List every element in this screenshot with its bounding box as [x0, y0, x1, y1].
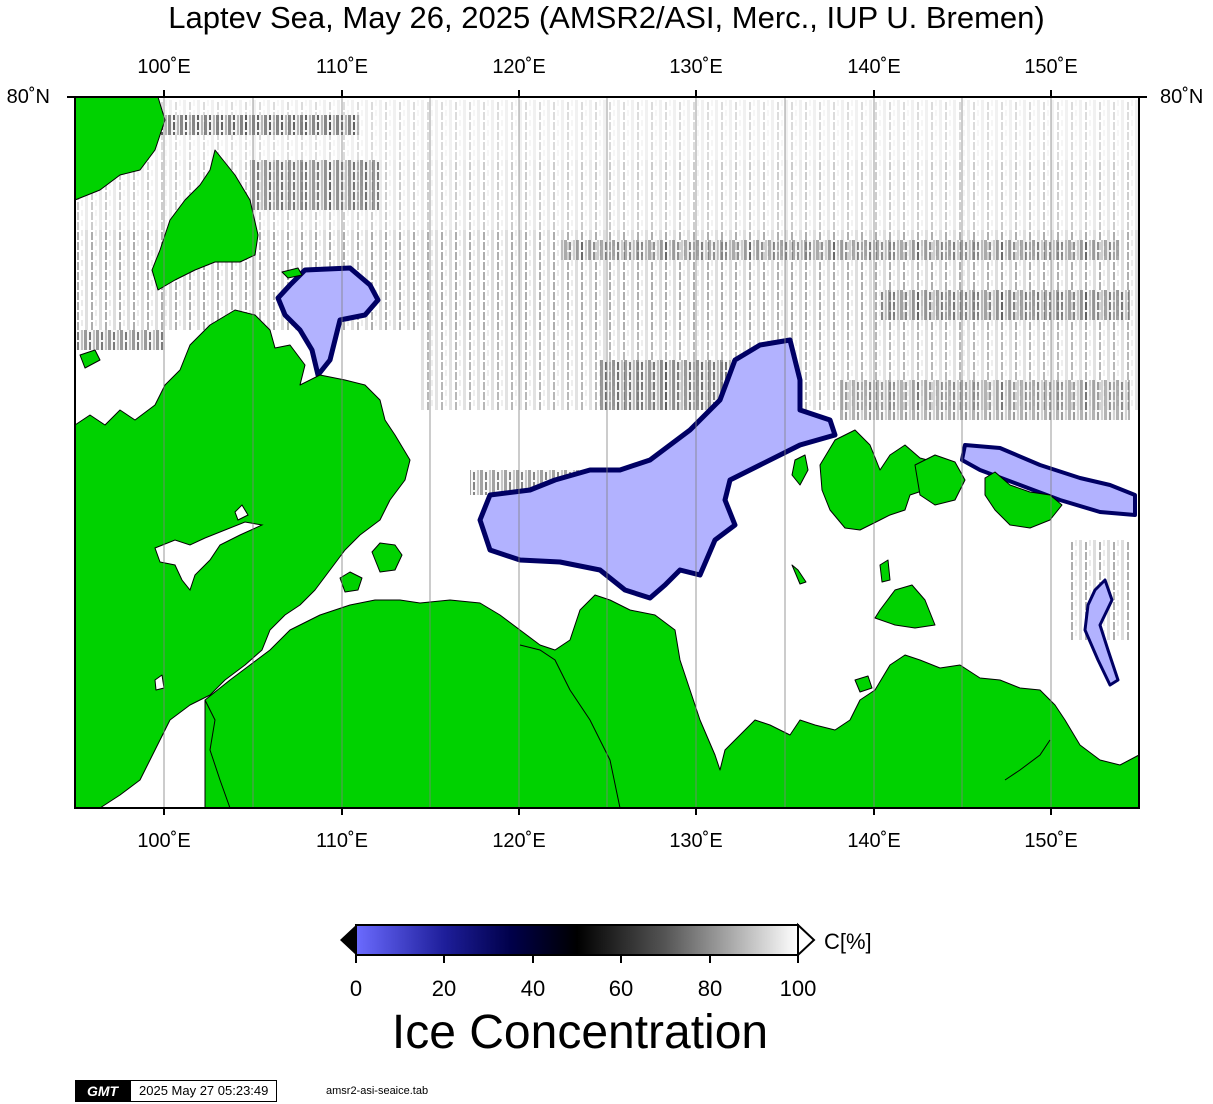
- lon-label-top-110: 110˚E: [316, 56, 368, 78]
- land: [74, 96, 1140, 809]
- colorbar-tick-20: 20: [431, 976, 457, 1001]
- lon-label-top-120: 120˚E: [492, 56, 546, 78]
- colorbar-tick-40: 40: [520, 976, 546, 1001]
- graticule: [163, 97, 1052, 808]
- lon-label-bottom-120: 120˚E: [492, 830, 546, 852]
- lon-label-bottom-140: 140˚E: [847, 830, 901, 852]
- lon-label-top-130: 130˚E: [669, 56, 723, 78]
- lat-label-right: 80˚N: [1160, 86, 1204, 108]
- lon-label-top-150: 150˚E: [1024, 56, 1078, 78]
- colorbar-under-arrow: [340, 925, 356, 955]
- lon-label-top-100: 100˚E: [137, 56, 191, 78]
- colorbar-title: Ice Concentration: [391, 1006, 769, 1059]
- lon-label-bottom-150: 150˚E: [1024, 830, 1078, 852]
- map-frame: [74, 96, 1140, 809]
- colorbar: [340, 922, 816, 963]
- colorbar-tick-60: 60: [608, 976, 634, 1001]
- lon-label-bottom-130: 130˚E: [669, 830, 723, 852]
- colorbar-unit: C[%]: [824, 929, 872, 954]
- river-lines: [204, 644, 1051, 809]
- colorbar-tick-100: 100: [779, 976, 817, 1001]
- source-file-label: amsr2-asi-seaice.tab: [326, 1085, 429, 1097]
- map-title: Laptev Sea, May 26, 2025 (AMSR2/ASI, Mer…: [168, 0, 1045, 35]
- lon-label-top-140: 140˚E: [847, 56, 901, 78]
- gmt-logo: GMT: [75, 1080, 130, 1102]
- lat-label-left: 80˚N: [6, 86, 50, 108]
- frame-ticks: [67, 90, 1147, 815]
- colorbar-over-arrow: [797, 922, 816, 958]
- timestamp: 2025 May 27 05:23:49: [130, 1080, 278, 1102]
- inland-water: [154, 504, 264, 592]
- colorbar-tick-0: 0: [349, 976, 363, 1001]
- low-concentration-ice: [275, 265, 1137, 687]
- lon-label-bottom-100: 100˚E: [137, 830, 191, 852]
- colorbar-tick-80: 80: [697, 976, 723, 1001]
- lon-label-bottom-110: 110˚E: [316, 830, 368, 852]
